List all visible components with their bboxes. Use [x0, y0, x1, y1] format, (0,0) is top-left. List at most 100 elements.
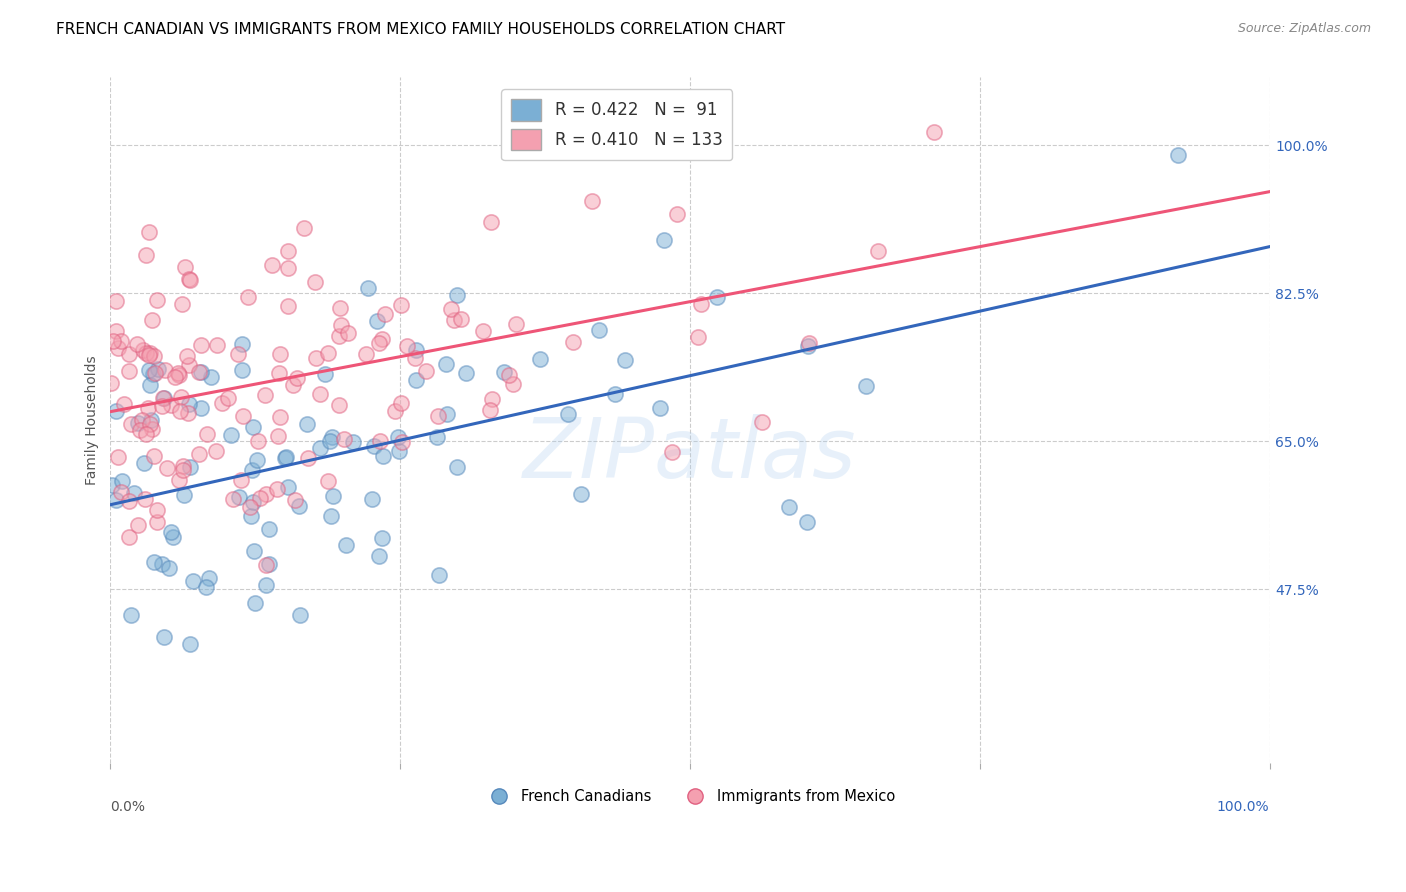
Point [254, 558, 277, 572]
Point [388, 443, 411, 458]
Point [138, 378, 160, 392]
Point [329, 301, 352, 315]
Point [172, 462, 194, 476]
Point [269, 347, 291, 361]
Point [152, 391, 174, 405]
Point [135, 427, 157, 442]
Point [569, 487, 592, 501]
Point [190, 338, 212, 352]
Point [855, 379, 877, 393]
Point [105, 493, 128, 508]
Point [190, 401, 212, 416]
Point [177, 397, 200, 411]
Point [285, 371, 308, 385]
Point [229, 473, 252, 487]
Point [217, 391, 239, 405]
Point [661, 445, 683, 459]
Point [243, 543, 266, 558]
Point [105, 324, 128, 338]
Point [232, 409, 254, 423]
Point [436, 407, 458, 421]
Point [481, 392, 503, 407]
Point [330, 318, 353, 332]
Point [391, 435, 413, 450]
Point [105, 293, 128, 308]
Point [309, 386, 332, 401]
Point [456, 367, 478, 381]
Point [127, 517, 149, 532]
Point [706, 290, 728, 304]
Point [142, 555, 165, 569]
Point [228, 490, 250, 504]
Text: 0.0%: 0.0% [111, 800, 145, 814]
Point [797, 339, 820, 353]
Point [277, 480, 299, 494]
Text: Source: ZipAtlas.com: Source: ZipAtlas.com [1237, 22, 1371, 36]
Point [145, 293, 167, 308]
Point [136, 401, 159, 415]
Point [179, 637, 201, 651]
Point [778, 500, 800, 515]
Point [187, 366, 209, 380]
Point [688, 330, 710, 344]
Point [150, 399, 173, 413]
Point [316, 474, 339, 488]
Point [328, 398, 350, 412]
Point [374, 307, 396, 321]
Point [446, 460, 468, 475]
Point [143, 449, 166, 463]
Point [165, 370, 187, 384]
Point [243, 596, 266, 610]
Point [246, 434, 269, 448]
Point [231, 363, 253, 377]
Point [246, 453, 269, 467]
Point [211, 396, 233, 410]
Point [138, 348, 160, 362]
Point [170, 297, 193, 311]
Point [366, 314, 388, 328]
Point [146, 362, 169, 376]
Point [283, 378, 305, 392]
Point [373, 450, 395, 464]
Point [160, 398, 183, 412]
Point [260, 258, 283, 272]
Point [866, 244, 889, 259]
Point [284, 492, 307, 507]
Point [135, 248, 157, 262]
Point [295, 417, 318, 431]
Point [257, 522, 280, 536]
Point [179, 272, 201, 286]
Point [153, 362, 176, 376]
Point [118, 531, 141, 545]
Point [176, 349, 198, 363]
Point [389, 298, 412, 312]
Point [107, 341, 129, 355]
Point [529, 351, 551, 366]
Point [342, 434, 364, 449]
Point [110, 334, 132, 348]
Point [389, 396, 412, 410]
Point [797, 336, 820, 351]
Point [588, 323, 610, 337]
Point [103, 334, 125, 349]
Point [249, 491, 271, 505]
Point [309, 441, 332, 455]
Point [135, 346, 157, 360]
Point [118, 363, 141, 377]
Point [173, 488, 195, 502]
Text: 100.0%: 100.0% [1218, 800, 1270, 814]
Point [581, 194, 603, 208]
Point [142, 367, 165, 381]
Point [922, 125, 945, 139]
Point [357, 281, 380, 295]
Point [277, 261, 299, 276]
Point [127, 416, 149, 430]
Point [321, 509, 343, 524]
Point [267, 429, 290, 443]
Point [1167, 148, 1189, 162]
Point [219, 428, 242, 442]
Point [415, 364, 437, 378]
Point [169, 390, 191, 404]
Point [371, 532, 394, 546]
Point [505, 317, 527, 331]
